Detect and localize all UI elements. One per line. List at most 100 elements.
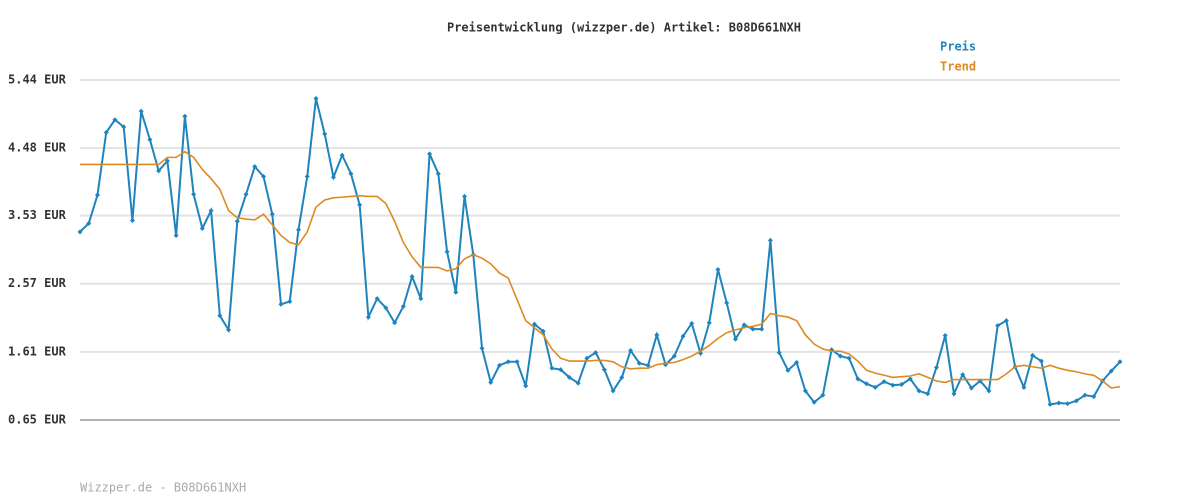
data-point xyxy=(732,336,738,342)
data-point xyxy=(584,355,590,361)
data-point xyxy=(794,360,800,366)
data-point xyxy=(217,313,223,319)
data-point xyxy=(234,218,240,224)
data-point xyxy=(881,379,887,385)
data-point xyxy=(759,326,765,332)
y-tick-label: 1.61 EUR xyxy=(8,344,67,358)
data-point xyxy=(330,174,336,180)
data-point xyxy=(1038,358,1044,364)
data-point xyxy=(741,322,747,328)
data-point xyxy=(566,374,572,380)
data-point xyxy=(767,237,773,243)
data-point xyxy=(112,117,118,123)
data-point xyxy=(418,296,424,302)
data-point xyxy=(129,218,135,224)
data-point xyxy=(444,249,450,255)
data-point xyxy=(1003,318,1009,324)
data-point xyxy=(365,314,371,320)
data-point xyxy=(575,380,581,386)
data-point xyxy=(488,379,494,385)
data-point xyxy=(890,382,896,388)
data-point xyxy=(252,164,258,170)
data-point xyxy=(925,391,931,397)
data-point xyxy=(435,171,441,177)
data-point xyxy=(750,326,756,332)
data-point xyxy=(1065,401,1071,407)
data-point xyxy=(278,301,284,307)
data-point xyxy=(855,376,861,382)
data-point xyxy=(505,359,511,365)
data-point xyxy=(549,365,555,371)
data-point xyxy=(121,124,127,130)
data-point xyxy=(872,384,878,390)
data-point xyxy=(94,192,100,198)
data-point xyxy=(339,152,345,158)
data-point xyxy=(724,300,730,306)
data-point xyxy=(295,227,301,233)
data-point xyxy=(77,229,83,235)
data-point xyxy=(1082,392,1088,398)
chart-title: Preisentwicklung (wizzper.de) Artikel: B… xyxy=(447,21,801,35)
data-point xyxy=(1030,352,1036,358)
data-point xyxy=(785,367,791,373)
legend-entry: Preis xyxy=(940,40,976,54)
data-point xyxy=(374,296,380,302)
y-tick-label: 0.65 EUR xyxy=(8,413,67,427)
data-point xyxy=(1108,368,1114,374)
data-point xyxy=(156,168,162,174)
data-point xyxy=(601,367,607,373)
data-point xyxy=(1117,359,1123,365)
data-point xyxy=(531,321,537,327)
data-point xyxy=(383,305,389,311)
data-point xyxy=(164,158,170,164)
data-point xyxy=(322,131,328,137)
data-point xyxy=(103,130,109,136)
y-tick-label: 2.57 EUR xyxy=(8,276,67,290)
data-point xyxy=(654,332,660,338)
data-point xyxy=(706,320,712,326)
data-point xyxy=(138,108,144,114)
line-series xyxy=(79,98,1121,406)
data-point xyxy=(802,388,808,394)
data-point xyxy=(820,392,826,398)
data-point xyxy=(628,347,634,353)
data-point xyxy=(776,350,782,356)
data-point xyxy=(304,174,310,180)
data-point xyxy=(479,345,485,351)
data-point xyxy=(1047,401,1053,407)
data-point xyxy=(523,383,529,389)
data-point xyxy=(636,360,642,366)
data-point xyxy=(1021,384,1027,390)
data-point xyxy=(907,376,913,382)
data-point xyxy=(846,355,852,361)
data-point xyxy=(951,391,957,397)
data-point xyxy=(400,303,406,309)
data-point xyxy=(182,113,188,119)
data-point xyxy=(680,333,686,339)
data-point xyxy=(916,388,922,394)
data-point xyxy=(191,191,197,197)
data-point xyxy=(715,267,721,273)
data-point xyxy=(86,220,92,226)
data-point xyxy=(942,333,948,339)
legend-entry: Trend xyxy=(940,60,976,74)
data-point xyxy=(671,353,677,359)
data-point xyxy=(243,191,249,197)
data-point xyxy=(287,298,293,304)
data-point xyxy=(199,225,205,231)
data-point xyxy=(968,385,974,391)
data-point xyxy=(409,274,415,280)
data-point xyxy=(208,208,214,214)
data-point xyxy=(933,364,939,370)
data-point xyxy=(357,202,363,208)
data-point xyxy=(462,193,468,199)
data-point xyxy=(453,289,459,295)
data-point xyxy=(1091,394,1097,400)
line-series xyxy=(80,150,1121,389)
data-point xyxy=(1056,400,1062,406)
data-point xyxy=(226,327,232,333)
data-point xyxy=(837,353,843,359)
data-point xyxy=(348,171,354,177)
data-point xyxy=(960,372,966,378)
data-point xyxy=(986,388,992,394)
